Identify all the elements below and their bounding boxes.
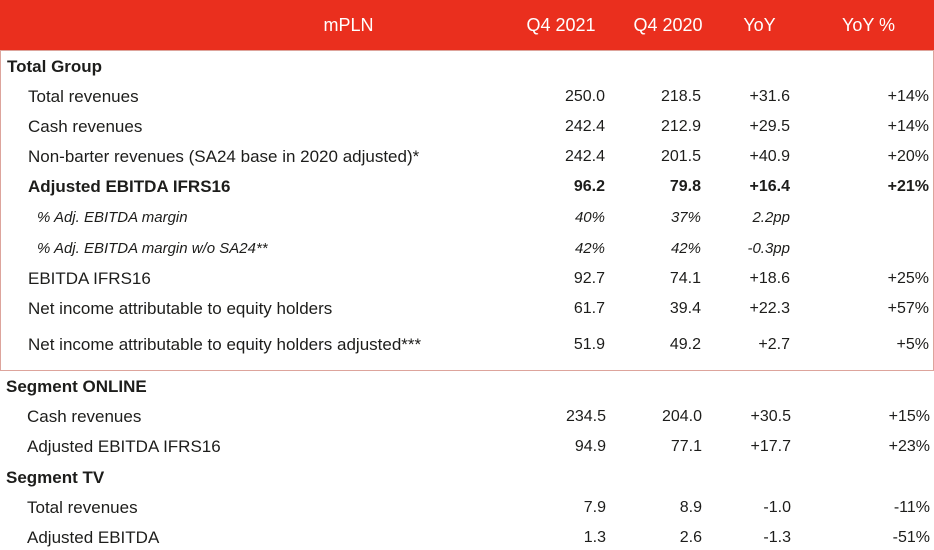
row-label: EBITDA IFRS16 [28,269,151,288]
cell-q4-2021: 42% [574,240,605,257]
table-row: Adjusted EBITDA IFRS16 94.9 77.1 +17.7 +… [0,432,934,462]
row-label: Net income attributable to equity holder… [28,299,333,318]
row-label: Adjusted EBITDA IFRS16 [28,177,231,196]
table-row: Net income attributable to equity holder… [1,330,933,360]
cell-yoy: +31.6 [749,88,790,105]
cell-q4-2020: 77.1 [670,438,702,455]
row-label: Total revenues [28,87,139,106]
cell-yoy: +30.5 [750,408,791,425]
header-col-yoy-pct: YoY % [841,14,896,35]
table-row: Total revenues 7.9 8.9 -1.0 -11% [0,493,934,523]
cell-yoy-pct: +14% [887,88,929,105]
table-row: Adjusted EBITDA 1.3 2.6 -1.3 -51% [0,523,934,550]
cell-q4-2020: 37% [670,209,701,226]
cell-yoy: -0.3pp [747,240,790,257]
cell-yoy-pct: +14% [887,118,929,135]
row-label: Net income attributable to equity holder… [28,335,422,354]
cell-yoy-pct: -11% [893,499,930,516]
section-title: Total Group [7,56,103,76]
cell-q4-2021: 234.5 [565,408,606,425]
cell-q4-2020: 201.5 [660,148,701,165]
cell-q4-2020: 39.4 [669,300,701,317]
row-label: Total revenues [27,498,138,517]
cell-q4-2020: 42% [670,240,701,257]
header-col-q4-2020: Q4 2020 [633,14,703,35]
table-row: Non-barter revenues (SA24 base in 2020 a… [1,142,933,172]
cell-q4-2020: 8.9 [679,499,702,516]
table-section: Segment TV Total revenues 7.9 8.9 -1.0 -… [0,462,934,550]
table-row: Adjusted EBITDA IFRS16 96.2 79.8 +16.4 +… [1,172,933,202]
table-row: Total revenues 250.0 218.5 +31.6 +14% [1,82,933,112]
cell-q4-2020: 204.0 [661,408,702,425]
table-row: Net income attributable to equity holder… [1,294,933,324]
section-rows: Total revenues 250.0 218.5 +31.6 +14% Ca… [1,82,933,360]
cell-yoy-pct: +57% [887,300,929,317]
row-label: Adjusted EBITDA [27,528,160,547]
table-row: Cash revenues 234.5 204.0 +30.5 +15% [0,402,934,432]
section-rows: Total revenues 7.9 8.9 -1.0 -11% Adjuste… [0,493,934,550]
table-section: Segment ONLINE Cash revenues 234.5 204.0… [0,371,934,462]
row-label: Adjusted EBITDA IFRS16 [27,437,221,456]
row-label: % Adj. EBITDA margin w/o SA24** [37,240,268,257]
cell-yoy: +17.7 [750,438,791,455]
cell-q4-2021: 96.2 [573,178,605,195]
cell-q4-2021: 242.4 [564,148,605,165]
table-header: mPLN Q4 2021 Q4 2020 YoY YoY % [0,0,934,50]
cell-q4-2021: 92.7 [573,270,605,287]
cell-yoy-pct: +25% [887,270,929,287]
cell-q4-2021: 40% [574,209,605,226]
cell-yoy-pct: +5% [896,336,929,353]
row-label: Cash revenues [27,407,142,426]
cell-q4-2020: 49.2 [669,336,701,353]
cell-yoy-pct: +15% [888,408,930,425]
header-col-yoy: YoY [743,14,776,35]
cell-yoy-pct: +20% [887,148,929,165]
table-body: Total Group Total revenues 250.0 218.5 +… [0,50,934,550]
cell-q4-2021: 242.4 [564,118,605,135]
cell-q4-2020: 79.8 [669,178,701,195]
cell-yoy: +18.6 [749,270,790,287]
cell-yoy: +22.3 [749,300,790,317]
table-row: EBITDA IFRS16 92.7 74.1 +18.6 +25% [1,264,933,294]
cell-q4-2021: 51.9 [573,336,605,353]
cell-yoy-pct: -51% [892,529,930,546]
cell-yoy: +40.9 [749,148,790,165]
cell-yoy: +16.4 [749,178,790,195]
section-rows: Cash revenues 234.5 204.0 +30.5 +15% Adj… [0,402,934,462]
cell-yoy: +2.7 [758,336,790,353]
cell-yoy-pct: +21% [887,178,929,195]
cell-yoy-pct: +23% [888,438,930,455]
row-label: Cash revenues [28,117,143,136]
row-label: % Adj. EBITDA margin [37,209,188,226]
row-label: Non-barter revenues (SA24 base in 2020 a… [28,147,420,166]
table-row: Cash revenues 242.4 212.9 +29.5 +14% [1,112,933,142]
section-title: Segment TV [6,467,105,487]
cell-yoy: 2.2pp [752,209,790,226]
cell-q4-2020: 218.5 [660,88,701,105]
cell-q4-2020: 74.1 [669,270,701,287]
table-row: % Adj. EBITDA margin w/o SA24** 42% 42% … [1,233,933,264]
cell-q4-2021: 7.9 [583,499,606,516]
table-row: % Adj. EBITDA margin 40% 37% 2.2pp [1,202,933,233]
header-unit-label: mPLN [323,14,374,35]
cell-yoy: -1.0 [763,499,791,516]
cell-q4-2021: 61.7 [573,300,605,317]
cell-yoy: +29.5 [749,118,790,135]
section-title: Segment ONLINE [6,376,147,396]
cell-q4-2020: 2.6 [679,529,702,546]
table-section: Total Group Total revenues 250.0 218.5 +… [0,50,934,371]
cell-yoy: -1.3 [763,529,791,546]
cell-q4-2020: 212.9 [660,118,701,135]
cell-q4-2021: 1.3 [583,529,606,546]
header-col-q4-2021: Q4 2021 [526,14,596,35]
cell-q4-2021: 250.0 [564,88,605,105]
cell-q4-2021: 94.9 [574,438,606,455]
